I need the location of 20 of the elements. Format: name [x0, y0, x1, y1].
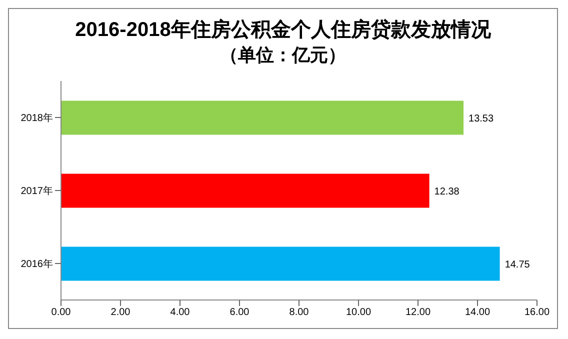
x-tick-label: 8.00: [289, 307, 310, 318]
x-tick-label: 14.00: [464, 307, 490, 318]
chart-subtitle: （单位：亿元）: [219, 44, 347, 67]
x-tick-label: 10.00: [346, 307, 372, 318]
y-tick-label: 2016年: [20, 258, 53, 270]
x-tick-label: 0.00: [51, 307, 72, 318]
x-tick-label: 12.00: [405, 307, 431, 318]
data-label: 14.75: [504, 259, 530, 270]
data-label: 12.38: [434, 186, 460, 198]
y-tick-label: 2017年: [20, 185, 53, 198]
x-tick-label: 6.00: [230, 307, 250, 318]
x-tick-label: 4.00: [170, 307, 190, 318]
x-tick-label: 2.00: [110, 307, 131, 318]
chart-title: 2016-2018年住房公积金个人住房贷款发放情况: [74, 18, 492, 43]
x-tick-label: 16.00: [524, 307, 550, 318]
bar: [61, 100, 464, 135]
bar: [61, 246, 500, 281]
bar: [61, 174, 430, 208]
y-tick-label: 2018年: [20, 112, 53, 124]
data-label: 13.53: [468, 113, 494, 124]
